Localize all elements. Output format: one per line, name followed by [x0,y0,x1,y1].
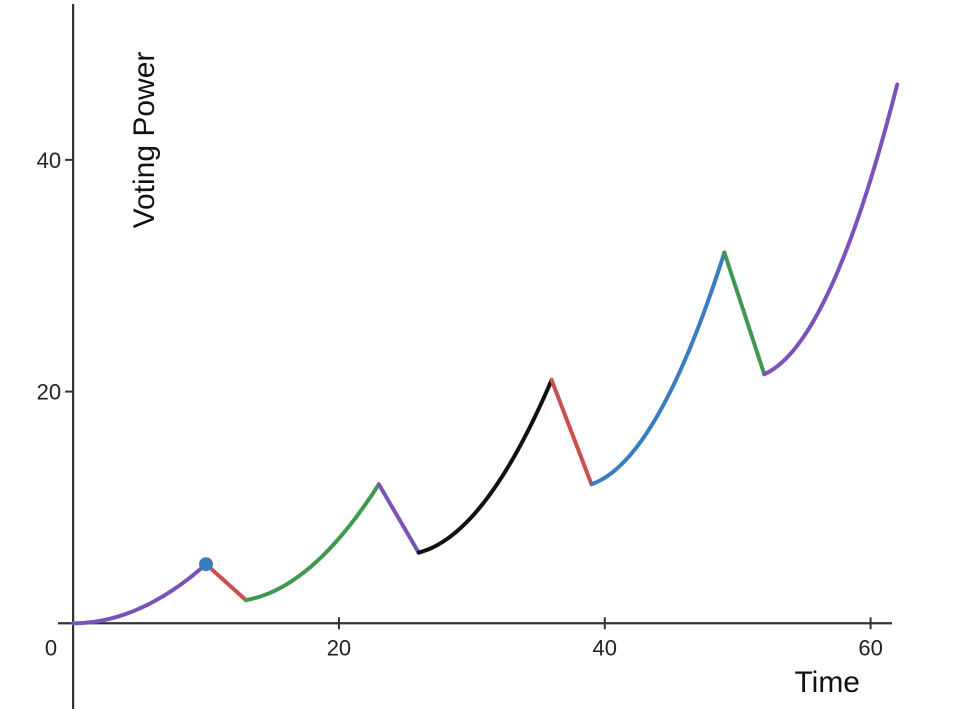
axis-ticks: 0 20 40 60 20 40 [37,148,883,660]
y-axis-title: Voting Power [128,52,161,229]
series-segment-1 [71,562,209,626]
highlight-point-layer [199,557,214,572]
series-segment-3 [243,482,381,603]
x-tick-label: 0 [45,635,57,660]
series-segment-2 [204,562,248,603]
x-axis-title: Time [794,666,860,699]
series-segment-5 [416,377,554,555]
highlight-point [199,557,214,572]
series-segment-9 [762,82,900,377]
series-curves [71,82,900,626]
x-tick-label: 20 [327,635,351,660]
axes [58,4,892,709]
series-segment-7 [589,250,727,487]
x-tick-label: 40 [593,635,617,660]
series-segment-4 [376,482,421,555]
series-segment-8 [722,250,767,377]
series-segment-6 [549,377,594,487]
y-tick-label: 40 [37,148,61,173]
y-tick-label: 20 [37,380,61,405]
x-tick-label: 60 [858,635,882,660]
